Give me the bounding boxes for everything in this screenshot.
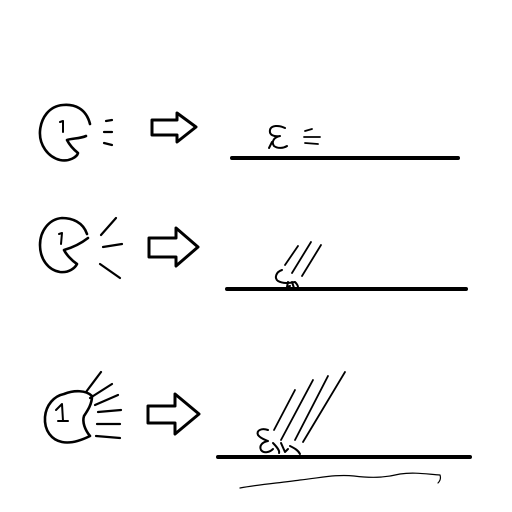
pacman-face-icon <box>38 216 90 274</box>
right-arrow-outline-icon <box>146 392 201 436</box>
crashing-creature <box>256 428 301 455</box>
right-arrow-outline-icon <box>150 111 198 144</box>
shouting-face-icon <box>43 389 94 444</box>
sound-lines-medium <box>98 216 124 280</box>
row-2 <box>38 216 468 291</box>
small-creature <box>268 124 288 149</box>
pacman-face-icon <box>38 103 92 162</box>
row-3 <box>43 370 472 489</box>
speed-marks <box>303 128 321 145</box>
row-1 <box>38 103 460 162</box>
fall-streaks <box>284 241 322 277</box>
sound-lines-loud <box>84 370 123 440</box>
sound-lines-soft <box>102 118 114 147</box>
ground-shadow-wave <box>239 472 441 489</box>
crash-streaks <box>273 371 346 443</box>
right-arrow-outline-icon <box>147 226 200 268</box>
